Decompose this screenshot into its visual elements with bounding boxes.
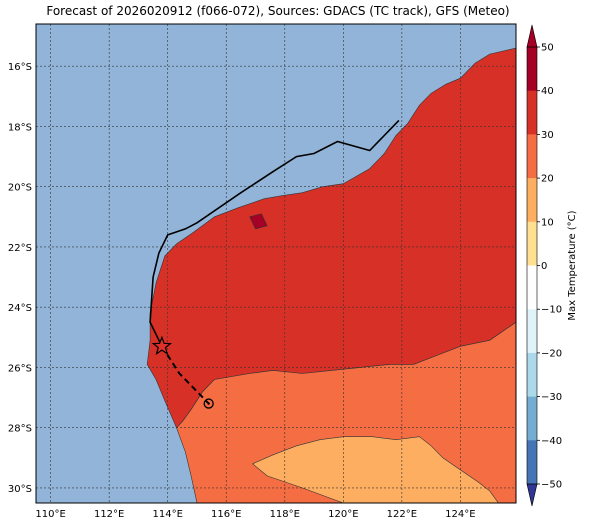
colorbar-tick-label: 0 [541,261,547,272]
latitude-tick-label: 20°S [8,183,32,194]
map-frame [35,23,517,504]
colorbar-band [527,221,537,266]
latitude-tick-label: 30°S [8,484,32,495]
colorbar-tick-label: 30 [541,130,554,141]
colorbar-band [527,396,537,441]
colorbar-tick-label: −40 [541,436,562,447]
latitude-tick-label: 28°S [8,424,32,435]
cyclone-track [149,119,400,409]
colorbar-band [527,309,537,354]
colorbar-tick-label: 40 [541,86,554,97]
longitude-tick-label: 112°E [94,509,124,520]
longitude-tick-label: 114°E [153,509,183,520]
map-axis-ticks: 110°E 112°E 114°E 116°E 118°E 120°E 122°E 124°E… [8,62,476,520]
colorbar-tick-label: −10 [541,305,562,316]
colorbar-band [527,134,537,179]
forecast-position-circle-icon [203,398,214,409]
temperature-field [146,47,516,503]
colorbar-tick-label: 10 [541,217,554,228]
colorbar-band [527,90,537,135]
forecast-track-line [161,345,210,405]
colorbar-tick-label: 20 [541,174,554,185]
latitude-tick-label: 24°S [8,303,32,314]
colorbar-title: Max Temperature (°C) [567,210,578,320]
longitude-tick-label: 118°E [270,509,300,520]
latitude-tick-label: 22°S [8,243,32,254]
colorbar-band [527,47,537,91]
field-region-40-50 [249,213,268,230]
field-region-10-20 [252,436,499,503]
longitude-tick-label: 124°E [445,509,475,520]
latitude-tick-label: 16°S [8,62,32,73]
colorbar-tick-label: 50 [541,43,554,54]
forecast-position-dot [207,402,210,405]
colorbar-tick-label: −50 [541,480,562,491]
colorbar-extend-top [526,24,538,48]
observed-track-line [149,119,400,347]
longitude-tick-label: 110°E [35,509,65,520]
colorbar-extend-bottom [526,483,538,507]
colorbar-band [527,352,537,397]
longitude-tick-label: 122°E [387,509,417,520]
map-plot-area[interactable] [35,23,517,504]
latitude-tick-label: 26°S [8,363,32,374]
colorbar: 50 40 30 20 10 0 −10 −20 −30 −40 −50 Max Temperatur… [526,24,578,507]
colorbar-band [527,265,537,310]
map-gridlines [36,24,516,503]
longitude-tick-label: 120°E [328,509,358,520]
colorbar-band [527,440,537,485]
colorbar-band [527,178,537,223]
current-position-star-icon [151,335,173,355]
longitude-tick-label: 116°E [211,509,241,520]
colorbar-tick-label: −20 [541,348,562,359]
latitude-tick-label: 18°S [8,122,32,133]
map-title: Forecast of 2026020912 (f066-072), Sourc… [46,4,510,18]
colorbar-tick-label: −30 [541,392,562,403]
